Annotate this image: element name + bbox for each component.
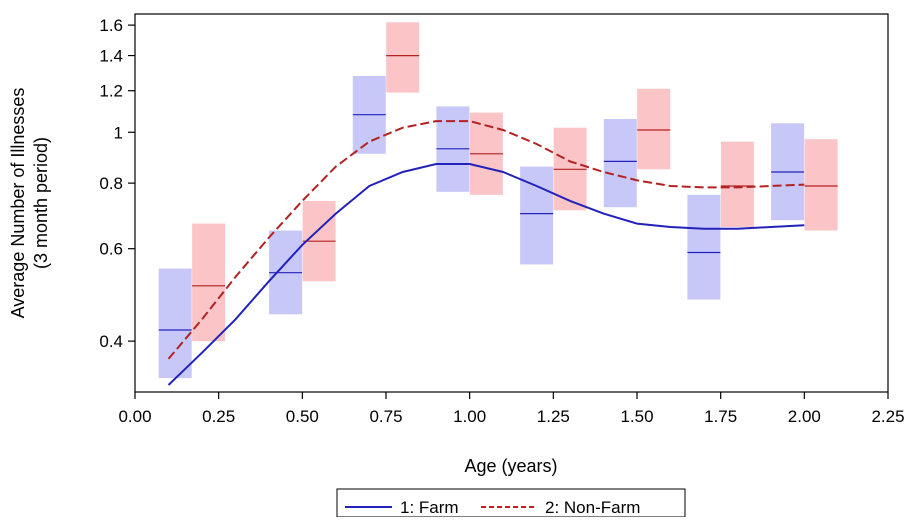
farm-interval-box-5: [603, 119, 637, 208]
x-tick-label-7: 1.75: [704, 407, 737, 426]
x-tick-label-9: 2.25: [871, 407, 904, 426]
legend: 1: Farm 2: Non-Farm: [336, 488, 686, 518]
farm-interval-box-6: [687, 194, 721, 300]
nonfarm-interval-box-2: [386, 22, 420, 93]
farm-interval-box-0: [158, 268, 192, 379]
x-tick-label-3: 0.75: [369, 407, 402, 426]
nonfarm-curve: [167, 120, 805, 360]
x-tick-label-1: 0.25: [202, 407, 235, 426]
nonfarm-interval-box-0: [192, 223, 226, 342]
nonfarm-interval-box-7: [804, 139, 838, 231]
farm-interval-box-4: [520, 166, 554, 265]
plot-frame: [134, 13, 889, 393]
x-tick-label-8: 2.00: [788, 407, 821, 426]
y-axis-title: Average Number of Illnesses (3 month per…: [8, 88, 51, 319]
y-axis-title-line-2: (3 month period): [31, 137, 51, 269]
x-tick-label-6: 1.50: [620, 407, 653, 426]
nonfarm-interval-box-5: [637, 88, 671, 170]
x-tick-label-0: 0.00: [118, 407, 151, 426]
y-tick-label-6: 1.6: [99, 16, 123, 35]
x-tick-label-2: 0.50: [286, 407, 319, 426]
x-tick-label-5: 1.25: [537, 407, 570, 426]
legend-farm-label: 1: Farm: [400, 498, 459, 517]
y-tick-label-1: 0.6: [99, 240, 123, 259]
legend-nonfarm-label: 2: Non-Farm: [545, 498, 640, 517]
y-axis: 0.4 0.6 0.8 1 1.2 1.4 1.6: [99, 16, 135, 351]
interval-boxes: [158, 22, 838, 379]
nonfarm-interval-box-6: [720, 141, 754, 227]
x-tick-label-4: 1.00: [453, 407, 486, 426]
x-axis-title: Age (years): [464, 456, 557, 476]
farm-curve: [167, 163, 805, 386]
y-tick-label-0: 0.4: [99, 332, 123, 351]
y-tick-label-4: 1.2: [99, 82, 123, 101]
y-tick-label-2: 0.8: [99, 174, 123, 193]
y-tick-label-5: 1.4: [99, 47, 123, 66]
fitted-curves: [167, 120, 805, 386]
y-tick-label-3: 1: [114, 123, 123, 142]
x-axis: 0.00 0.25 0.50 0.75 1.00 1.25 1.50 1.75 2.00 2.25: [118, 392, 905, 426]
y-axis-title-line-1: Average Number of Illnesses: [8, 88, 28, 319]
